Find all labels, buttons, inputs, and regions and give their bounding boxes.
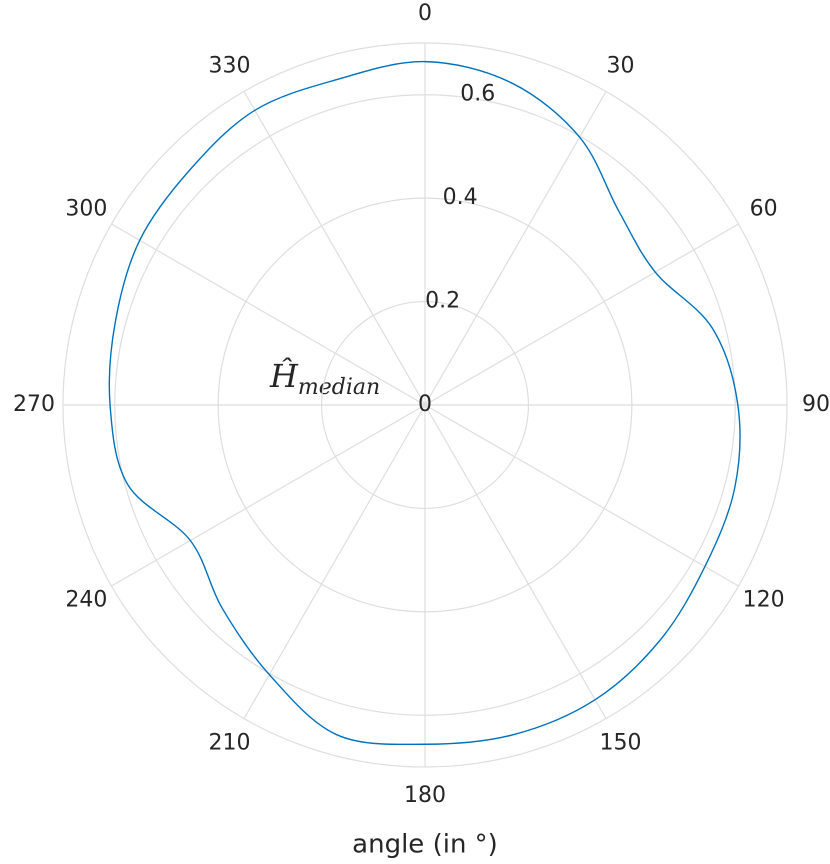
r-tick-label: 0.4 bbox=[443, 185, 478, 210]
theta-tick-label: 180 bbox=[404, 783, 446, 808]
theta-tick-label: 30 bbox=[607, 53, 635, 78]
r-tick-label: 0 bbox=[418, 392, 432, 417]
grid-spoke bbox=[424, 404, 739, 587]
grid-spoke bbox=[424, 404, 607, 719]
x-axis-label: angle (in °) bbox=[352, 830, 498, 860]
theta-tick-label: 240 bbox=[65, 588, 107, 613]
r-label-sub: median bbox=[298, 375, 380, 400]
theta-tick-label: 270 bbox=[13, 392, 55, 417]
theta-tick-label: 90 bbox=[802, 392, 830, 417]
theta-tick-label: 150 bbox=[600, 731, 642, 756]
theta-tick-label: 210 bbox=[209, 731, 251, 756]
theta-tick-label: 300 bbox=[65, 197, 107, 222]
theta-tick-label: 330 bbox=[209, 53, 251, 78]
grid-spoke bbox=[111, 404, 426, 587]
theta-tick-label: 0 bbox=[418, 1, 432, 26]
r-label-main: Ĥ bbox=[269, 357, 299, 395]
grid-spoke bbox=[111, 223, 426, 406]
r-tick-label: 0.6 bbox=[460, 82, 495, 107]
r-tick-label: 0.2 bbox=[425, 289, 460, 314]
grid-circle bbox=[217, 197, 633, 613]
theta-tick-label: 120 bbox=[743, 588, 785, 613]
r-axis-label: Ĥmedian bbox=[269, 357, 380, 401]
grid-circle bbox=[114, 94, 736, 716]
grid-spoke bbox=[243, 91, 426, 406]
grid-spoke bbox=[424, 91, 607, 406]
theta-tick-label: 60 bbox=[750, 197, 778, 222]
data-line bbox=[108, 60, 741, 746]
grid-spoke bbox=[243, 404, 426, 719]
grid-circle bbox=[320, 300, 530, 510]
grid-spoke bbox=[424, 223, 739, 406]
outer-circle bbox=[62, 42, 788, 768]
